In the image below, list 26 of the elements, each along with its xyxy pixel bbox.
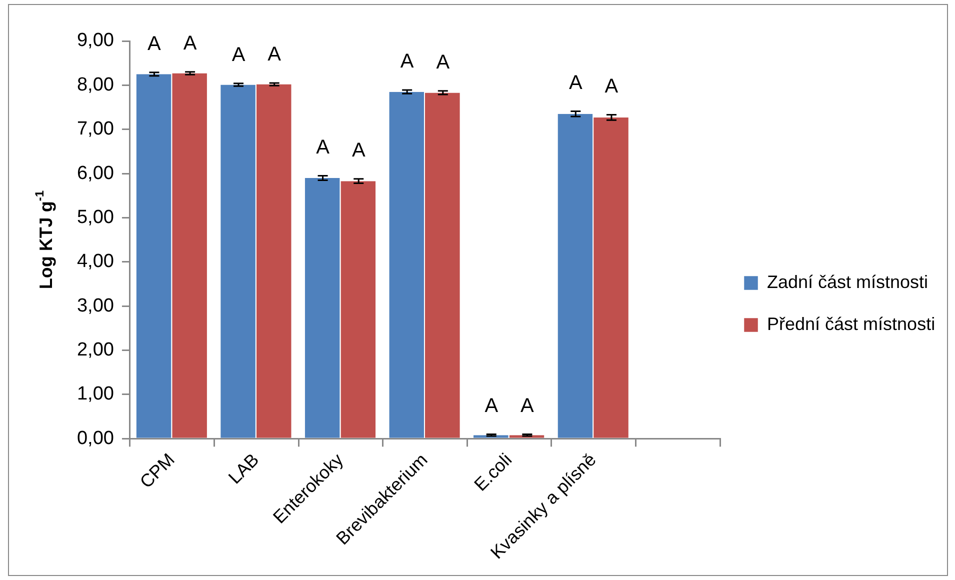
annotation: A bbox=[604, 75, 619, 98]
y-tick-label: 1,00 bbox=[76, 384, 114, 405]
y-axis-title: Log KTJ g-1 bbox=[32, 190, 56, 290]
y-tick-label: 8,00 bbox=[76, 74, 114, 96]
annotation: A bbox=[436, 51, 450, 74]
annotation: A bbox=[568, 72, 583, 94]
annotation: A bbox=[520, 394, 535, 417]
annotation: A bbox=[183, 32, 198, 54]
annotation: A bbox=[400, 50, 414, 73]
y-tick-label: 5,00 bbox=[76, 206, 114, 228]
annotation: A bbox=[484, 394, 499, 417]
y-tick-label: 4,00 bbox=[76, 251, 114, 272]
y-tick-label: 9,00 bbox=[76, 30, 114, 52]
legend-label: Zadní část místnosti bbox=[767, 272, 928, 292]
annotation: A bbox=[268, 43, 282, 66]
y-tick-label: 3,00 bbox=[76, 295, 114, 316]
y-tick-label: 6,00 bbox=[76, 162, 114, 184]
x-tick-label: LAB bbox=[224, 450, 263, 488]
annotation: A bbox=[316, 136, 330, 158]
y-tick-label: 0,00 bbox=[76, 428, 114, 449]
legend-label: Přední část místnosti bbox=[767, 314, 936, 334]
y-tick-label: 7,00 bbox=[76, 118, 114, 140]
y-tick-label: 2,00 bbox=[76, 340, 114, 361]
annotation: A bbox=[352, 139, 366, 162]
annotation: A bbox=[148, 32, 162, 55]
annotation: A bbox=[232, 44, 246, 66]
